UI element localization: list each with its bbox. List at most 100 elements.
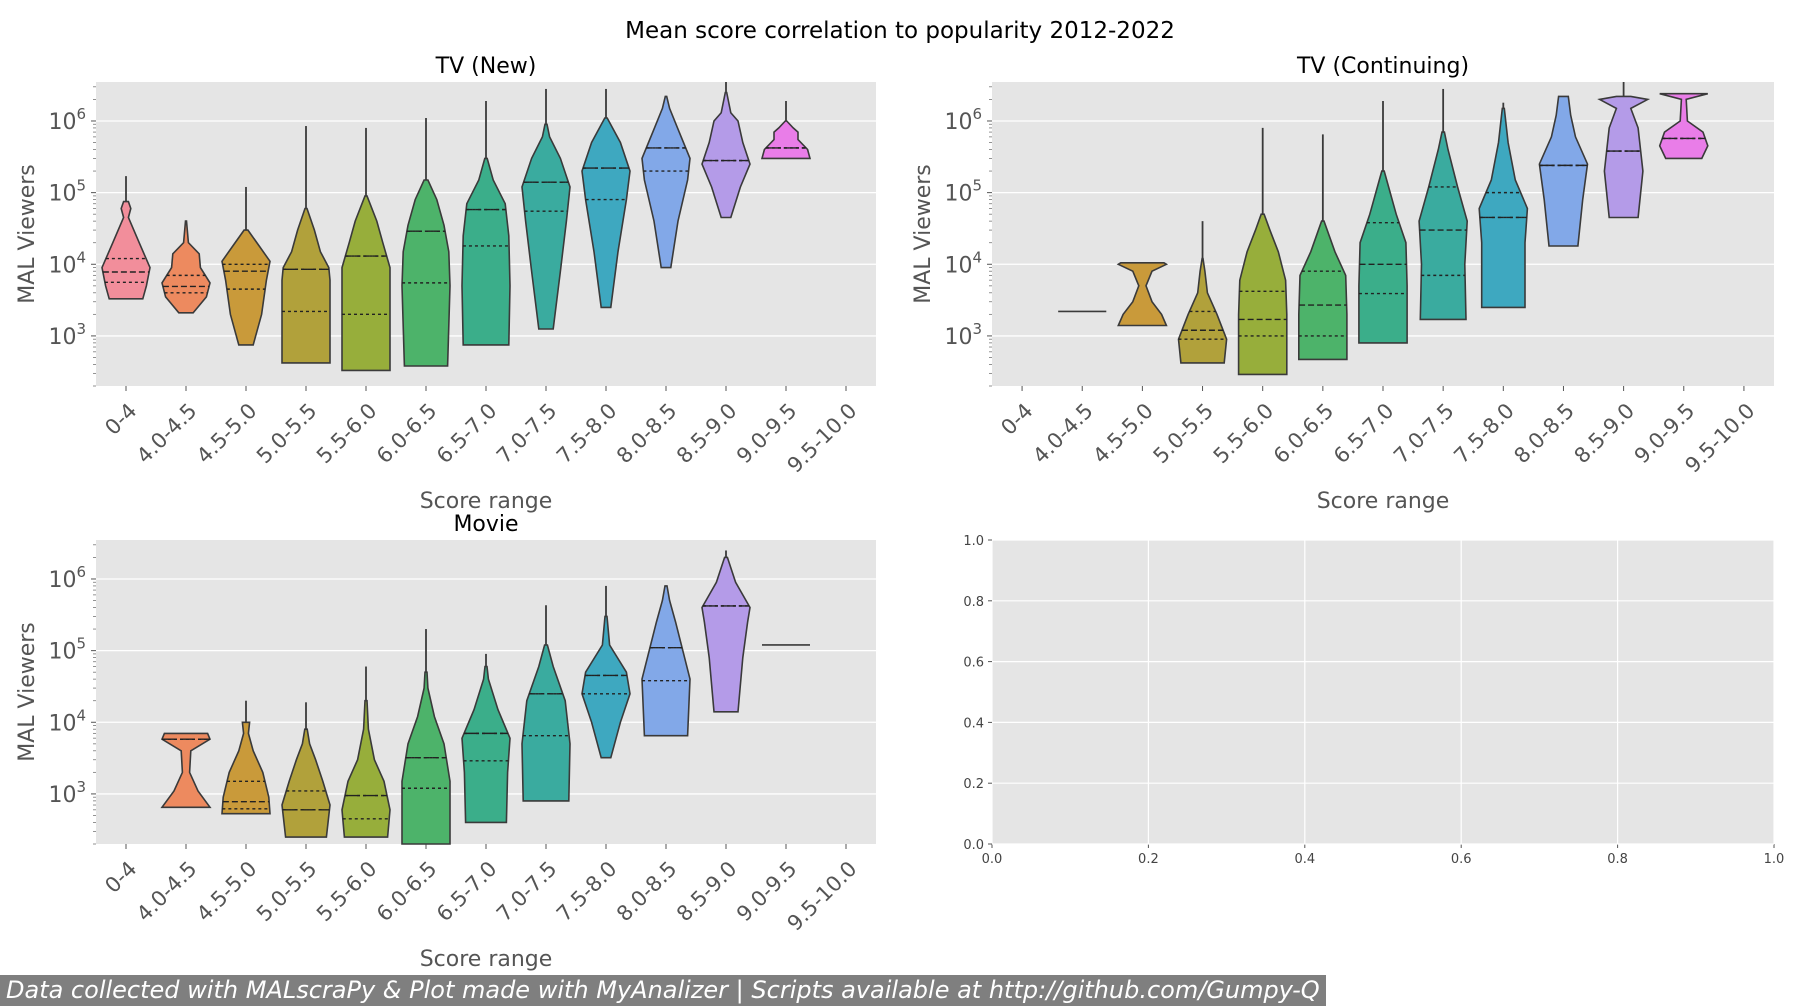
plot-area [992,540,1774,844]
x-tick-label: 0.8 [1607,852,1628,867]
violin-body [221,721,271,815]
violin-5.5-6.0 [341,127,391,372]
violin-body [521,123,571,330]
violin-5.0-5.5 [1177,221,1228,364]
subplot-4: 0.0 0.2 0.4 0.6 0.8 1.0 0.0 0.2 0.4 0.6 0.8 1.0 [963,534,1784,867]
x-tick-label: 6.0-6.5 [372,399,442,469]
subplot-title: Movie [453,512,518,537]
footer-credits: Data collected with MALscraPy & Plot mad… [0,975,1326,1006]
violin-6.0-6.5 [401,118,451,367]
x-tick-label: 0.4 [1294,852,1315,867]
x-tick-label: 6.5-7.0 [432,857,502,927]
violin-body [281,207,331,364]
subplot-2: 103 104 105 106 0-44.0-4.54.5-5.05.0-5.55.5-… [911,54,1774,514]
x-tick-label: 0-4 [100,399,141,440]
violin-body [341,195,391,372]
y-tick-label: 105 [48,177,86,207]
x-tick-label: 7.0-7.5 [492,857,562,927]
x-tick-label: 8.0-8.5 [612,399,682,469]
x-axis-label: Score range [420,489,553,514]
violin-body [1358,170,1408,344]
x-axis-label: Score range [1317,489,1450,514]
subplot-3: 103 104 105 106 0-44.0-4.54.5-5.05.0-5.55.5-… [15,512,876,972]
x-tick-label: 6.5-7.0 [432,399,502,469]
violin-5.5-6.0 [341,666,391,838]
violin-body [521,644,571,802]
x-tick-label: 1.0 [1764,852,1785,867]
y-tick-label: 106 [944,105,982,135]
violin-body [1418,131,1469,321]
y-tick-label: 0.0 [963,838,984,853]
violin-4.0-4.5 [161,220,211,314]
violin-body [760,120,812,160]
x-tick-label: 4.0-4.5 [1028,399,1098,469]
violin-4.5-5.0 [221,700,271,815]
subplot-1: 103 104 105 106 0-44.0-4.54.5-5.05.0-5.55.5-… [15,54,876,514]
x-tick-label: 5.0-5.5 [1149,399,1219,469]
violin-body [581,117,631,309]
x-tick-label: 5.0-5.5 [252,857,322,927]
violin-body [1658,92,1709,160]
violin-body [701,91,751,219]
violin-body [341,699,391,838]
violin-body [581,615,631,759]
y-tick-label: 106 [48,563,86,593]
y-tick-label: 104 [48,706,86,736]
violin-body [1237,213,1288,376]
y-tick-label: 106 [48,105,86,135]
x-tick-label: 0-4 [996,399,1037,440]
violin-6.5-7.0 [461,653,511,824]
violin-body [1478,107,1529,309]
violin-body [641,585,691,737]
violin-7.5-8.0 [581,585,631,759]
violin-7.0-7.5 [521,605,571,802]
violin-5.0-5.5 [281,702,331,838]
violin-body [641,95,691,269]
x-tick-label: 4.5-5.0 [1088,399,1158,469]
violin-8.0-8.5 [641,95,691,269]
violin-9.0-9.5 [1658,92,1709,160]
violin-5.5-6.0 [1237,127,1288,376]
x-tick-label: 8.5-9.0 [672,857,742,927]
y-axis-label: MAL Viewers [15,164,40,304]
x-tick-label: 4.0-4.5 [132,399,202,469]
x-tick-label: 5.5-6.0 [312,857,382,927]
x-tick-label: 5.0-5.5 [252,399,322,469]
y-tick-label: 104 [48,248,86,278]
y-tick-label: 0.6 [963,656,984,671]
x-tick-label: 7.5-8.0 [1449,399,1519,469]
y-tick-label: 105 [48,635,86,665]
violin-7.5-8.0 [1478,102,1529,309]
x-tick-label: 0.0 [982,852,1003,867]
figure-title: Mean score correlation to popularity 201… [625,18,1175,44]
violin-6.5-7.0 [1358,101,1408,344]
x-tick-label: 8.5-9.0 [1570,399,1640,469]
x-tick-label: 6.5-7.0 [1329,399,1399,469]
x-tick-label: 8.0-8.5 [1509,399,1579,469]
violin-body [1538,95,1589,247]
y-tick-label: 104 [944,248,982,278]
violin-body [160,732,212,809]
x-tick-label: 6.0-6.5 [372,857,442,927]
x-tick-label: 7.0-7.5 [1389,399,1459,469]
violin-8.5-9.0 [701,82,751,219]
x-tick-label: 4.0-4.5 [132,857,202,927]
violin-body [1116,262,1169,327]
subplot-title: TV (New) [435,54,537,79]
y-tick-label: 103 [944,320,982,350]
violin-8.5-9.0 [701,550,751,713]
violin-0-4 [101,176,151,300]
violin-7.0-7.5 [521,88,571,330]
x-tick-label: 7.5-8.0 [552,399,622,469]
y-tick-label: 103 [48,778,86,808]
x-tick-label: 4.5-5.0 [192,857,262,927]
x-tick-label: 4.5-5.0 [192,399,262,469]
x-axis-label: Score range [420,947,553,972]
violin-6.5-7.0 [461,101,511,346]
y-tick-label: 0.8 [963,595,984,610]
violin-6.0-6.5 [1298,134,1348,361]
x-tick-label: 7.0-7.5 [492,399,562,469]
violin-body [101,200,151,300]
violin-4.0-4.5 [160,732,212,809]
